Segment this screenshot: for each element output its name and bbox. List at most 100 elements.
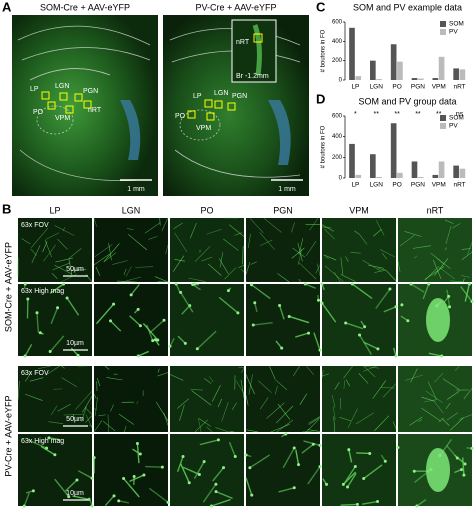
bar [417, 78, 424, 80]
fiber [66, 297, 80, 316]
bouton [138, 324, 142, 328]
fiber [343, 466, 356, 484]
fiber [55, 257, 74, 263]
fiber [81, 406, 87, 422]
fiber [266, 402, 285, 419]
bouton [31, 489, 35, 493]
bouton [179, 290, 183, 294]
legend-label: SOM [449, 115, 464, 122]
fiber [165, 244, 169, 255]
fiber [450, 280, 465, 283]
fiber [331, 394, 336, 408]
fiber [444, 247, 447, 251]
significance: ** [415, 111, 421, 118]
fiber [297, 242, 303, 262]
bouton [292, 446, 296, 450]
region-label: PO [33, 109, 44, 116]
fiber [212, 467, 225, 482]
fiber [43, 244, 56, 262]
fiber [228, 224, 245, 237]
fiber [136, 443, 140, 464]
bouton [151, 339, 155, 343]
group-label: SOM-Cre + AAV-eYFP [3, 242, 13, 332]
micrograph [322, 218, 396, 282]
fiber [428, 352, 442, 357]
bouton [253, 301, 257, 305]
fiber [275, 405, 294, 424]
bouton [350, 282, 354, 286]
fiber [145, 465, 163, 468]
fiber [346, 472, 357, 488]
fiber [251, 284, 271, 300]
fiber [70, 347, 79, 356]
fiber [220, 252, 223, 268]
fiber [345, 379, 351, 387]
fiber [93, 393, 97, 399]
fiber [75, 391, 93, 410]
fiber [118, 413, 134, 425]
fiber [363, 365, 376, 378]
significance: ** [374, 111, 380, 118]
fiber [277, 404, 291, 420]
fiber [324, 256, 329, 259]
micrograph [170, 434, 244, 506]
fiber [54, 264, 73, 275]
legend-label: SOM [449, 21, 464, 28]
inset-signal [252, 24, 262, 76]
scale-label: 50µm [66, 416, 84, 423]
fiber [64, 479, 78, 492]
fiber [461, 251, 473, 261]
fiber [379, 249, 395, 258]
legend-swatch [440, 21, 446, 27]
bouton [341, 482, 345, 486]
bouton [347, 448, 351, 452]
fiber [299, 393, 308, 405]
roi-boxes [41, 91, 236, 121]
fiber [57, 238, 68, 250]
micrograph [246, 366, 320, 432]
bouton [400, 303, 404, 307]
fiber [385, 270, 397, 282]
fiber [108, 243, 112, 261]
fiber [48, 437, 61, 441]
y-tick-label: 200 [332, 58, 343, 64]
bouton [112, 302, 116, 306]
bouton [156, 338, 160, 342]
fiber [422, 283, 430, 300]
bar [411, 78, 418, 80]
fiber [36, 312, 40, 333]
fiber [30, 227, 49, 248]
fiber [218, 296, 239, 314]
fiber [25, 372, 32, 382]
fiber [157, 368, 160, 373]
bouton [65, 296, 69, 300]
bouton [467, 282, 471, 286]
fiber [27, 438, 47, 449]
fiber [231, 402, 237, 410]
bouton [90, 476, 94, 480]
fiber [332, 406, 336, 420]
bar [459, 69, 466, 80]
fiber [307, 429, 321, 432]
x-tick-label: nRT [453, 84, 465, 91]
region-label: PGN [83, 88, 98, 95]
bouton [462, 473, 466, 477]
fiber [173, 222, 183, 230]
fiber [229, 430, 235, 433]
bouton [23, 282, 27, 286]
region-label: VPM [196, 125, 211, 132]
fiber [129, 474, 145, 483]
fiber [321, 224, 335, 232]
bouton [376, 347, 380, 351]
bouton [447, 294, 451, 298]
legend-label: PV [449, 123, 458, 130]
bouton [470, 299, 474, 303]
micrograph [322, 284, 396, 356]
fiber [409, 416, 423, 426]
fiber [427, 381, 438, 401]
y-tick-label: 200 [332, 155, 343, 161]
inset-level: Br -1.2mm [236, 73, 269, 80]
bouton [307, 331, 311, 335]
bouton [26, 297, 30, 301]
bouton [415, 504, 419, 508]
